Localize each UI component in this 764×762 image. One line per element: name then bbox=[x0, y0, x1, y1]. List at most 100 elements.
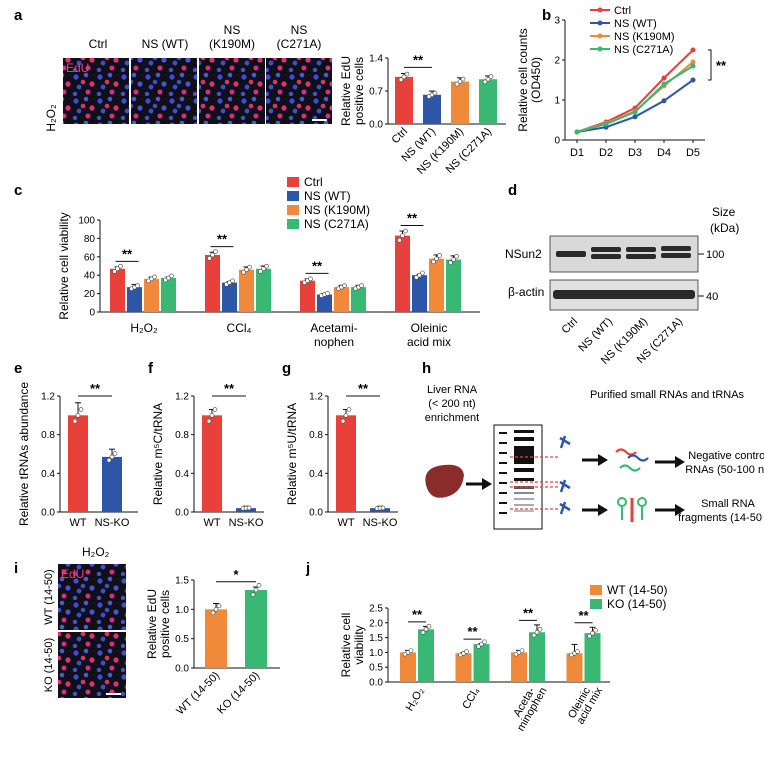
micrograph-ns-wt bbox=[131, 58, 197, 124]
data-point-c bbox=[448, 260, 453, 266]
data-point-j bbox=[464, 649, 469, 654]
x-tick-label-a: Ctrl bbox=[390, 126, 411, 147]
data-point-c bbox=[210, 252, 215, 258]
legend-marker-b bbox=[597, 20, 603, 26]
data-point-e bbox=[72, 418, 78, 424]
bar-i bbox=[205, 609, 227, 668]
data-point-c bbox=[437, 253, 442, 258]
y-tick-label-b: 1 bbox=[554, 96, 560, 107]
y-tick-label-b: 0 bbox=[554, 136, 560, 147]
series-point-b bbox=[661, 98, 667, 104]
data-point-e bbox=[112, 451, 118, 456]
bar-e bbox=[68, 415, 88, 512]
series-point-b bbox=[690, 63, 696, 69]
series-point-b bbox=[603, 121, 609, 127]
y-tick-label-g: 0.4 bbox=[309, 469, 323, 480]
bar-c bbox=[395, 235, 410, 312]
legend-label-c: NS (C271A) bbox=[304, 217, 369, 231]
data-point-e bbox=[75, 413, 81, 418]
legend-label-c: NS (WT) bbox=[304, 189, 351, 203]
data-point-c bbox=[258, 269, 263, 274]
y-axis-label-a: positive cells bbox=[352, 57, 366, 125]
data-point-f bbox=[246, 505, 252, 511]
panel-a-condition-labels: Ctrl NS (WT) NS (K190M) NS (C271A) bbox=[89, 23, 322, 51]
data-point-c bbox=[420, 270, 425, 276]
data-point-e bbox=[106, 457, 112, 463]
data-point-c bbox=[241, 269, 246, 275]
liver-rna-text: Liver RNA bbox=[427, 384, 478, 396]
significance-label-e: ** bbox=[90, 381, 101, 396]
data-point-j bbox=[537, 626, 543, 632]
panel-g-label: g bbox=[282, 360, 291, 377]
x-tick-label-e: WT bbox=[69, 517, 86, 529]
significance-label-b: ** bbox=[716, 58, 727, 73]
data-point-a bbox=[398, 77, 404, 82]
series-point-b bbox=[574, 129, 580, 135]
series-point-b bbox=[690, 59, 696, 65]
y-tick-label-g: 0.8 bbox=[309, 430, 323, 441]
data-point-c bbox=[135, 283, 140, 288]
x-tick-label-g: NS-KO bbox=[363, 517, 398, 529]
process-arrows bbox=[582, 454, 685, 516]
band bbox=[661, 246, 691, 251]
bar-f bbox=[202, 415, 222, 512]
significance-label-j: ** bbox=[523, 605, 534, 620]
data-point-c bbox=[414, 275, 419, 280]
significance-label-i: * bbox=[233, 567, 239, 582]
micrograph-ctrl bbox=[63, 58, 129, 124]
data-point-j bbox=[531, 632, 537, 638]
y-tick-label-a: 0.0 bbox=[369, 120, 383, 131]
series-line-b bbox=[576, 49, 694, 133]
data-point-c bbox=[244, 267, 249, 272]
data-point-j bbox=[420, 630, 426, 635]
h-output-text: Negative control RNAs (50-100 nt) Small … bbox=[678, 450, 764, 524]
data-point-e bbox=[109, 454, 115, 460]
y-tick-label-g: 0.0 bbox=[309, 508, 323, 519]
significance-label-g: ** bbox=[358, 381, 369, 396]
data-point-f bbox=[206, 418, 212, 424]
significance-label-j: ** bbox=[578, 608, 589, 623]
y-tick-label-f: 0.0 bbox=[175, 508, 189, 519]
bar-c bbox=[222, 282, 237, 312]
legend-swatch-c bbox=[287, 219, 299, 229]
panel-d-label: d bbox=[508, 182, 517, 199]
data-point-a bbox=[460, 76, 466, 82]
condition-label-c271a: (C271A) bbox=[277, 37, 322, 51]
legend-label-b: Ctrl bbox=[614, 5, 631, 17]
data-point-c bbox=[213, 249, 218, 254]
data-point-a bbox=[482, 79, 488, 85]
bar-j bbox=[418, 629, 434, 682]
data-point-c bbox=[431, 259, 436, 265]
data-point-j bbox=[482, 639, 487, 645]
data-point-a bbox=[488, 74, 494, 79]
x-tick-label-g: WT bbox=[337, 517, 354, 529]
data-point-c bbox=[112, 269, 117, 274]
bar-c bbox=[446, 259, 461, 312]
arrow-icon bbox=[482, 478, 492, 490]
group-label-j: CCl₄ bbox=[460, 685, 482, 711]
y-axis-label-j: viability bbox=[352, 625, 366, 664]
data-point-c bbox=[261, 266, 266, 272]
y-tick-label-b: 3 bbox=[554, 16, 560, 27]
data-point-c bbox=[451, 257, 456, 262]
y-tick-label-j: 1.5 bbox=[369, 633, 383, 644]
bar-j bbox=[511, 652, 527, 682]
data-point-i bbox=[213, 607, 219, 612]
y-tick-label-f: 0.4 bbox=[175, 469, 189, 480]
purified-text: Purified small RNAs and tRNAs bbox=[590, 389, 745, 401]
data-point-a bbox=[432, 90, 438, 96]
significance-bracket-b bbox=[708, 49, 712, 81]
legend-swatch-c bbox=[287, 191, 299, 201]
legend-label-j: KO (14-50) bbox=[607, 597, 666, 611]
blot-row-nsun2: NSun2 bbox=[505, 247, 542, 261]
band bbox=[556, 251, 586, 257]
bar-c bbox=[334, 287, 349, 312]
bar-c bbox=[144, 278, 159, 312]
bar-c bbox=[317, 294, 332, 312]
data-point-j bbox=[587, 633, 592, 639]
y-axis-label-e: Relative tRNAs abundance bbox=[17, 382, 31, 526]
y-axis-label-j: Relative cell bbox=[339, 613, 353, 678]
x-tick-label-f: WT bbox=[203, 517, 220, 529]
data-point-c bbox=[403, 228, 408, 234]
